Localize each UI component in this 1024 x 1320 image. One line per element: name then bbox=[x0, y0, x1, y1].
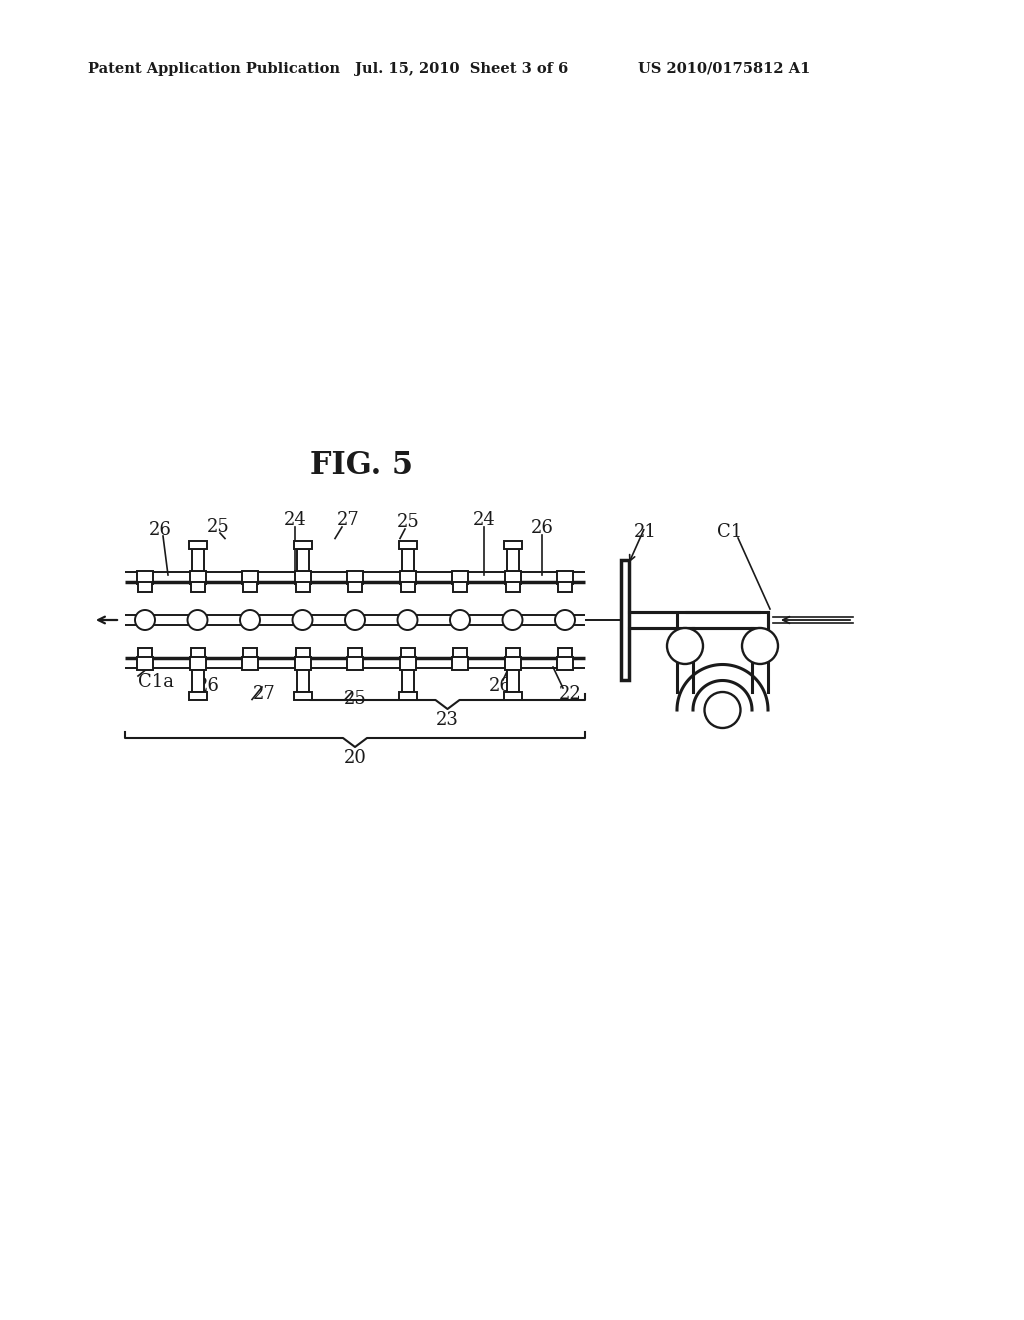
Text: 27: 27 bbox=[253, 685, 275, 704]
Bar bbox=[189, 656, 206, 669]
Text: 26: 26 bbox=[148, 521, 171, 539]
Text: C1a: C1a bbox=[138, 673, 174, 690]
Bar bbox=[453, 648, 467, 657]
Bar bbox=[399, 570, 416, 583]
Circle shape bbox=[397, 610, 418, 630]
Bar bbox=[348, 648, 362, 657]
Text: 21: 21 bbox=[634, 523, 656, 541]
Bar bbox=[296, 648, 309, 657]
Bar bbox=[243, 582, 257, 591]
Bar bbox=[137, 656, 153, 669]
Bar bbox=[507, 549, 518, 570]
Text: 25: 25 bbox=[344, 690, 367, 708]
Text: 26: 26 bbox=[530, 519, 553, 537]
Bar bbox=[400, 648, 415, 657]
Circle shape bbox=[555, 610, 575, 630]
Circle shape bbox=[705, 692, 740, 729]
Bar bbox=[191, 669, 204, 692]
Bar bbox=[347, 656, 362, 669]
Bar bbox=[296, 582, 309, 591]
Text: 23: 23 bbox=[436, 711, 459, 729]
Text: 24: 24 bbox=[473, 511, 496, 529]
Text: Jul. 15, 2010  Sheet 3 of 6: Jul. 15, 2010 Sheet 3 of 6 bbox=[355, 62, 568, 77]
Bar bbox=[297, 669, 308, 692]
Bar bbox=[452, 570, 468, 583]
Text: 27: 27 bbox=[337, 511, 359, 529]
Bar bbox=[621, 560, 629, 680]
Bar bbox=[558, 648, 572, 657]
Bar bbox=[505, 656, 520, 669]
Bar bbox=[398, 692, 417, 700]
Bar bbox=[505, 570, 520, 583]
Bar bbox=[295, 570, 310, 583]
Bar bbox=[506, 582, 519, 591]
Bar bbox=[138, 582, 152, 591]
Bar bbox=[504, 692, 521, 700]
Bar bbox=[557, 570, 573, 583]
Bar bbox=[294, 540, 311, 549]
Text: 25: 25 bbox=[207, 517, 229, 536]
Circle shape bbox=[293, 610, 312, 630]
Text: FIG. 5: FIG. 5 bbox=[310, 450, 413, 480]
Text: C1: C1 bbox=[718, 523, 742, 541]
Text: 26: 26 bbox=[488, 677, 511, 696]
Bar bbox=[507, 669, 518, 692]
Bar bbox=[242, 656, 258, 669]
Bar bbox=[452, 656, 468, 669]
Circle shape bbox=[450, 610, 470, 630]
Bar bbox=[504, 540, 521, 549]
Bar bbox=[557, 656, 573, 669]
Bar bbox=[294, 692, 311, 700]
Circle shape bbox=[135, 610, 155, 630]
Text: 26: 26 bbox=[197, 677, 219, 696]
Circle shape bbox=[187, 610, 208, 630]
Bar bbox=[399, 656, 416, 669]
Circle shape bbox=[667, 628, 703, 664]
Bar bbox=[558, 582, 572, 591]
Bar bbox=[348, 582, 362, 591]
Text: 25: 25 bbox=[396, 513, 420, 531]
Bar bbox=[453, 582, 467, 591]
Bar bbox=[295, 656, 310, 669]
Bar bbox=[189, 570, 206, 583]
Bar bbox=[297, 549, 308, 570]
Text: 24: 24 bbox=[284, 511, 306, 529]
Bar bbox=[190, 648, 205, 657]
Bar bbox=[243, 648, 257, 657]
Bar bbox=[191, 549, 204, 570]
Bar bbox=[398, 540, 417, 549]
Bar bbox=[190, 582, 205, 591]
Circle shape bbox=[742, 628, 778, 664]
Bar bbox=[400, 582, 415, 591]
Bar bbox=[188, 540, 207, 549]
Text: 22: 22 bbox=[559, 685, 582, 704]
Bar bbox=[137, 570, 153, 583]
Bar bbox=[347, 570, 362, 583]
Bar bbox=[401, 669, 414, 692]
Circle shape bbox=[503, 610, 522, 630]
Circle shape bbox=[345, 610, 365, 630]
Text: US 2010/0175812 A1: US 2010/0175812 A1 bbox=[638, 62, 810, 77]
Circle shape bbox=[240, 610, 260, 630]
Bar bbox=[138, 648, 152, 657]
Text: 20: 20 bbox=[344, 748, 367, 767]
Bar bbox=[188, 692, 207, 700]
Text: Patent Application Publication: Patent Application Publication bbox=[88, 62, 340, 77]
Bar bbox=[401, 549, 414, 570]
Bar bbox=[506, 648, 519, 657]
Bar bbox=[242, 570, 258, 583]
